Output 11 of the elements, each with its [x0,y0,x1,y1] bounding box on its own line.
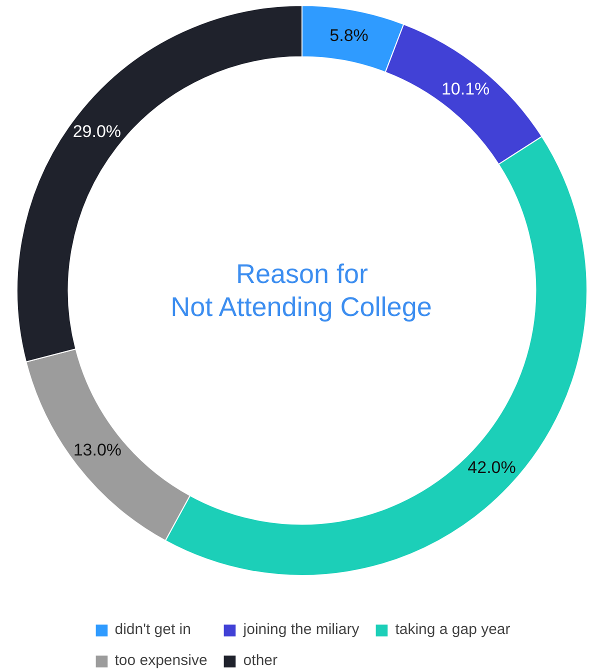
legend-label: too expensive [114,652,208,669]
text: Reason for Not Attending College [170,259,432,322]
data-label: 42.0% [468,458,516,477]
data-label: 5.8% [330,26,368,45]
legend-label: joining the miliary [243,621,360,638]
legend-label: other [243,652,278,669]
legend-label: taking a gap year [395,621,510,638]
data-label: 13.0% [73,440,122,460]
legend-label: didn't get in [114,621,191,638]
data-label: 10.1% [441,80,490,99]
data-label: 29.0% [72,122,122,142]
